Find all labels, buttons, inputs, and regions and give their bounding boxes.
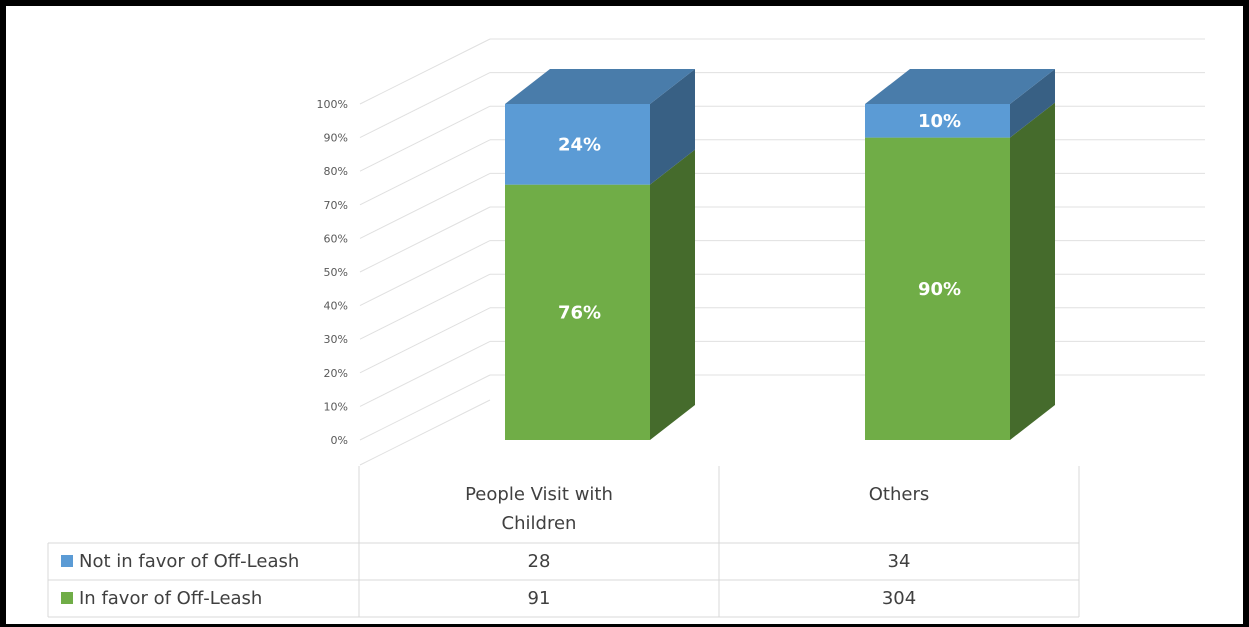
y-tick-label: 0% [331, 434, 348, 447]
y-tick-label: 70% [324, 199, 348, 212]
y-axis-ticks: 0% 10% 20% 30% 40% 50% 60% 70% 80% 90% 100% [317, 98, 348, 447]
table-column-header: Children [502, 513, 577, 534]
table-column-header: Others [869, 484, 930, 505]
bars [505, 69, 1055, 440]
bar-segment-top [865, 69, 1055, 104]
gridline-side [359, 240, 491, 307]
floor-edge [359, 399, 491, 466]
gridline-side [359, 307, 491, 374]
y-tick-label: 20% [324, 367, 348, 380]
legend-key [61, 592, 73, 604]
data-label: 76% [558, 302, 601, 323]
table-cell: 304 [882, 588, 916, 609]
data-label: 90% [918, 279, 961, 300]
bar-segment [865, 137, 1010, 440]
y-tick-label: 30% [324, 333, 348, 346]
bar-segment [505, 104, 650, 185]
y-tick-label: 90% [324, 132, 348, 145]
bar-segment-side [1010, 102, 1055, 440]
bar-segment-side [650, 69, 695, 185]
gridline-side [359, 340, 491, 407]
table-column-header: People Visit with [465, 484, 613, 505]
gridline-side [359, 72, 491, 139]
bar-segment-side [1010, 69, 1055, 138]
table-cell: 91 [528, 588, 551, 609]
table-cell: 28 [528, 551, 551, 572]
data-label: 24% [558, 134, 601, 155]
table-row-label: In favor of Off-Leash [79, 588, 262, 609]
table-row-label: Not in favor of Off-Leash [79, 551, 299, 572]
table-cell: 34 [888, 551, 911, 572]
y-tick-label: 10% [324, 400, 348, 413]
gridline-side [359, 374, 491, 441]
gridline-side [359, 105, 491, 172]
data-table: People Visit with Children Others Not in fa… [47, 466, 1080, 618]
y-tick-label: 60% [324, 232, 348, 245]
chart-walls [359, 399, 491, 466]
y-tick-label: 80% [324, 165, 348, 178]
gridline-side [359, 273, 491, 340]
legend-key [61, 555, 73, 567]
gridline-side [359, 139, 491, 206]
bar-segment [505, 184, 650, 440]
data-label: 10% [918, 111, 961, 132]
bar-segment-top [505, 69, 695, 104]
gridline-side [359, 38, 491, 105]
data-labels: 76% 24% 90% 10% [558, 111, 961, 324]
y-tick-label: 50% [324, 266, 348, 279]
bar-segment [865, 104, 1010, 138]
gridline-side [359, 206, 491, 273]
bar-segment-side [650, 149, 695, 440]
y-tick-label: 100% [317, 98, 348, 111]
gridlines [359, 38, 1205, 441]
gridline-side [359, 172, 491, 239]
y-tick-label: 40% [324, 300, 348, 313]
